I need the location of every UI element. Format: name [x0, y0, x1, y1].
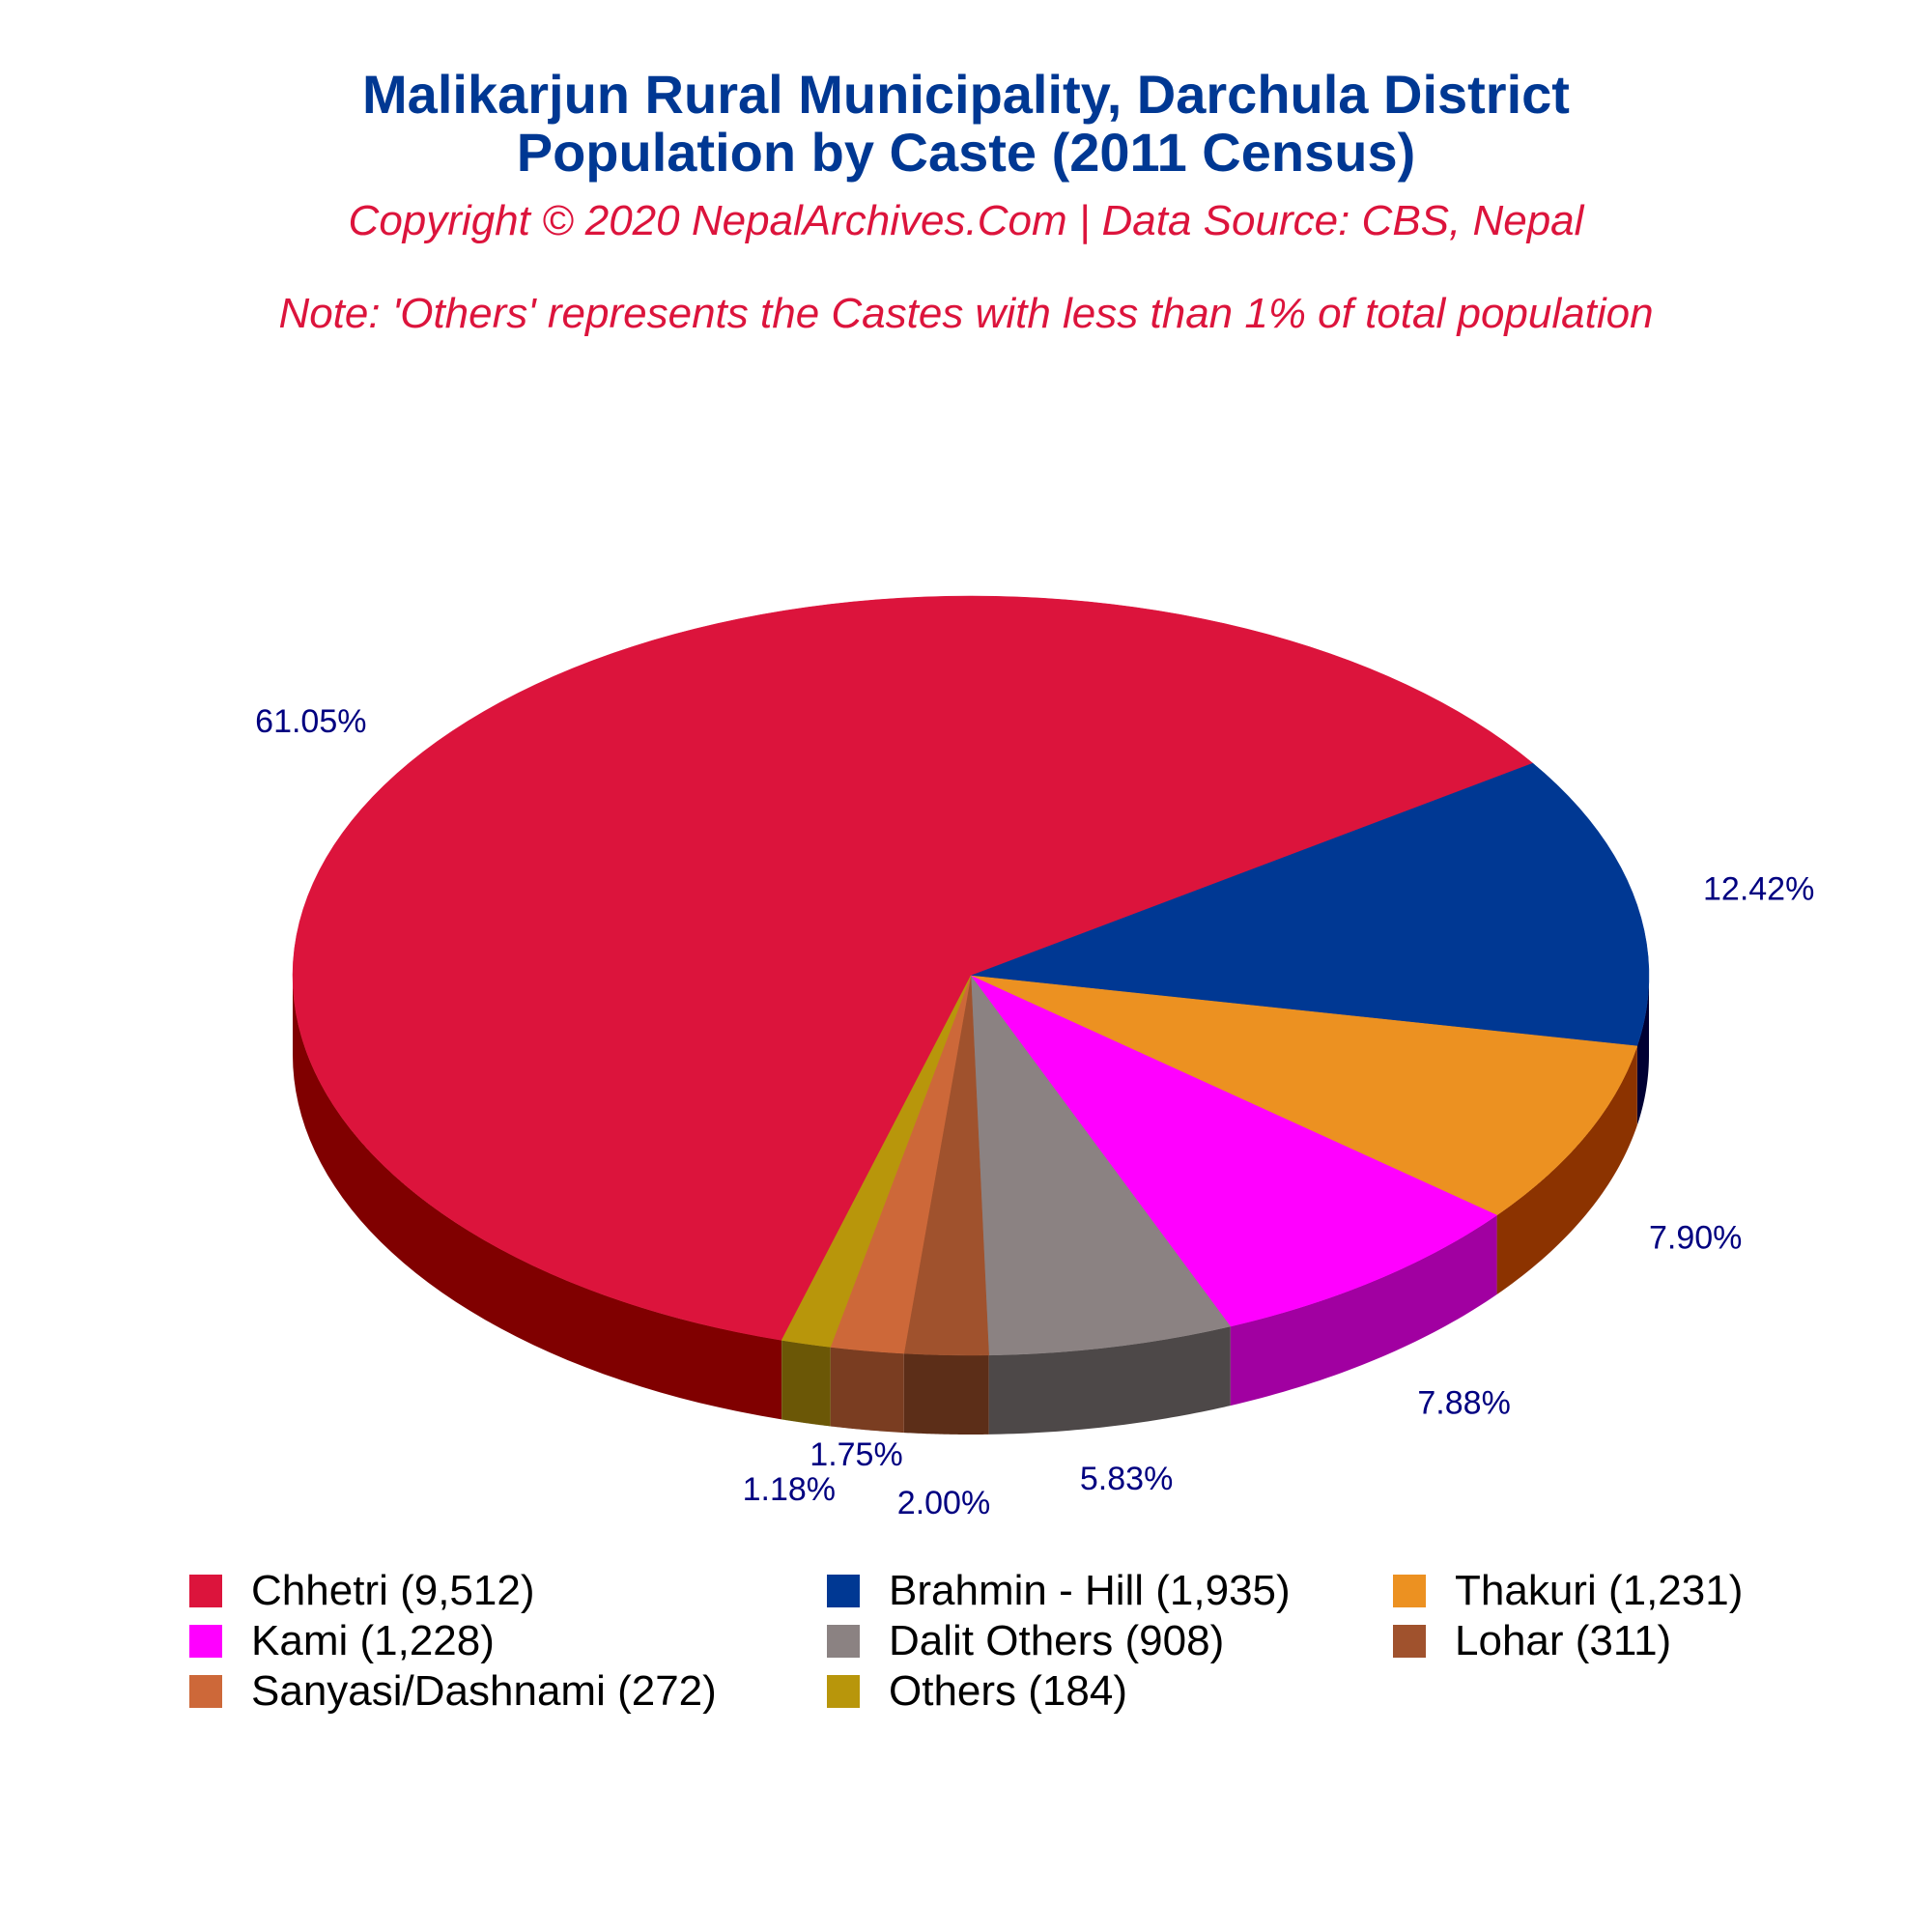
percent-label-2: 7.90% — [1649, 1220, 1742, 1257]
slice-side-5-0 — [903, 1353, 989, 1435]
legend-label: Chhetri (9,512) — [251, 1567, 535, 1614]
slice-side-1-0 — [1636, 976, 1649, 1125]
note-text: Note: 'Others' represents the Castes wit… — [278, 290, 1654, 337]
slice-side-6-0 — [830, 1347, 904, 1434]
legend-item-brahmin-hill: Brahmin - Hill (1,935) — [827, 1567, 1291, 1615]
legend-item-sanyasi-dashnami: Sanyasi/Dashnami (272) — [189, 1667, 717, 1716]
chart-title-line2: Population by Caste (2011 Census) — [516, 122, 1416, 183]
pie-slices — [292, 595, 1650, 1356]
legend-swatch — [1393, 1575, 1426, 1607]
percent-label-0: 61.05% — [255, 703, 366, 740]
slice-side-3-0 — [1230, 1214, 1497, 1406]
percent-label-1: 12.42% — [1703, 870, 1814, 907]
slice-lohar — [903, 975, 989, 1356]
slice-side-4-0 — [988, 1326, 1231, 1435]
legend-swatch — [189, 1625, 222, 1658]
chart-title-line1: Malikarjun Rural Municipality, Darchula … — [362, 64, 1570, 125]
pie-labels: 61.05% 12.42% 7.90% 7.88% 5.83% 2.00% 1.75%1.1… — [255, 703, 1814, 1521]
slice-kami — [970, 975, 1498, 1327]
slice-dalit-others — [970, 975, 1232, 1356]
legend-item-chhetri: Chhetri (9,512) — [189, 1567, 534, 1615]
slice-side-2-0 — [1496, 1045, 1637, 1294]
percent-label-3: 7.88% — [1417, 1384, 1510, 1421]
legend-swatch — [827, 1625, 860, 1658]
slice-chhetri — [292, 595, 1534, 1341]
legend-item-others: Others (184) — [827, 1667, 1127, 1716]
slice-side-0-0 — [293, 976, 782, 1420]
legend-label: Dalit Others (908) — [889, 1617, 1225, 1664]
copyright-text: Copyright © 2020 NepalArchives.Com | Dat… — [348, 197, 1584, 244]
legend-item-lohar: Lohar (311) — [1393, 1617, 1671, 1665]
legend-swatch — [827, 1575, 860, 1607]
legend-swatch — [189, 1575, 222, 1607]
legend-swatch — [1393, 1625, 1426, 1658]
legend-label: Thakuri (1,231) — [1455, 1567, 1744, 1614]
percent-label-5: 2.00% — [897, 1485, 990, 1521]
slice-brahmin-hill — [970, 762, 1650, 1047]
slice-thakuri — [970, 975, 1638, 1216]
legend-item-kami: Kami (1,228) — [189, 1617, 495, 1665]
pie-sides — [293, 976, 1649, 1435]
legend-item-dalit-others: Dalit Others (908) — [827, 1617, 1224, 1665]
slice-side-7-0 — [781, 1340, 831, 1427]
legend-item-thakuri: Thakuri (1,231) — [1393, 1567, 1743, 1615]
percent-label-7: 1.18% — [743, 1471, 836, 1508]
legend-label: Others (184) — [889, 1667, 1127, 1715]
slice-sanyasi-dashnami — [830, 975, 972, 1354]
slice-others — [781, 975, 972, 1348]
legend-label: Brahmin - Hill (1,935) — [889, 1567, 1291, 1614]
legend-label: Kami (1,228) — [251, 1617, 495, 1664]
legend-swatch — [189, 1675, 222, 1708]
percent-label-6: 1.75% — [810, 1436, 902, 1473]
legend-swatch — [827, 1675, 860, 1708]
legend-label: Lohar (311) — [1455, 1617, 1672, 1664]
legend-label: Sanyasi/Dashnami (272) — [251, 1667, 717, 1715]
percent-label-4: 5.83% — [1080, 1461, 1173, 1497]
